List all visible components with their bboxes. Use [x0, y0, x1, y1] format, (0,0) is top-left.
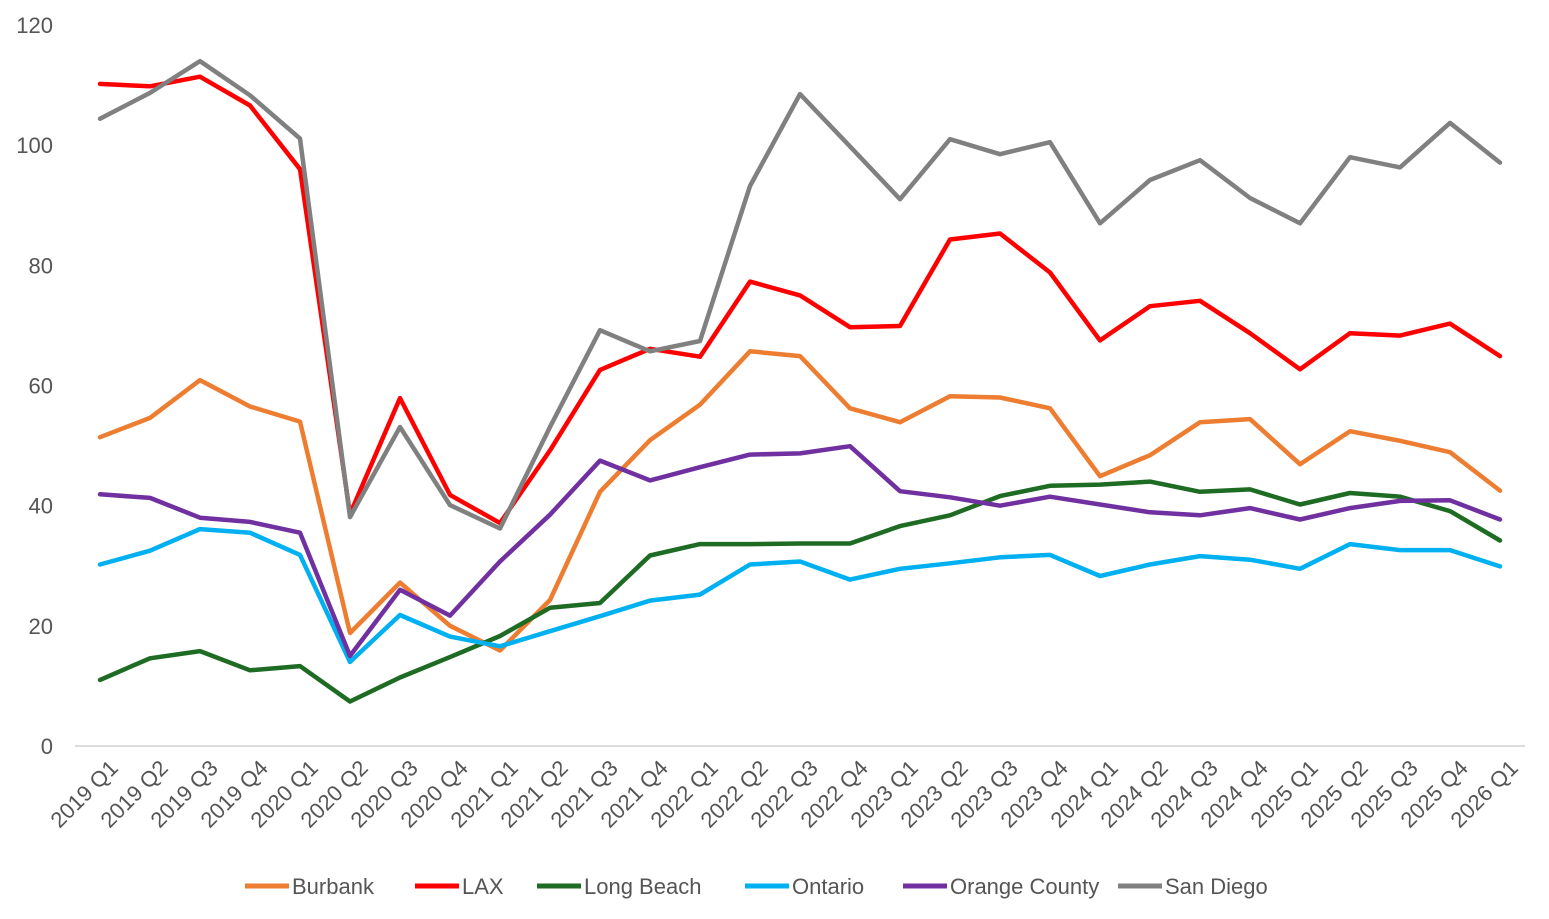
legend-label: Ontario: [792, 874, 864, 899]
legend-label: San Diego: [1165, 874, 1268, 899]
legend-item-orange-county: Orange County: [903, 874, 1099, 899]
legend-item-san-diego: San Diego: [1118, 874, 1268, 899]
legend-item-lax: LAX: [415, 874, 504, 899]
series-lines: [97, 58, 1503, 704]
series-line-san-diego: [97, 58, 1503, 531]
y-tick-label: 120: [16, 13, 53, 38]
y-tick-label: 20: [29, 614, 53, 639]
series-line-long-beach: [97, 479, 1503, 704]
legend: Burbank LAX Long Beach Ontario Orange County…: [245, 874, 1268, 899]
legend-label: LAX: [462, 874, 504, 899]
y-tick-label: 40: [29, 494, 53, 519]
y-tick-label: 60: [29, 374, 53, 399]
legend-label: Burbank: [292, 874, 375, 899]
series-line-burbank: [97, 349, 1503, 653]
y-tick-label: 80: [29, 253, 53, 278]
y-axis-ticks: 0 20 40 60 80 100 120: [16, 13, 53, 759]
y-tick-label: 100: [16, 133, 53, 158]
legend-label: Orange County: [950, 874, 1099, 899]
legend-item-long-beach: Long Beach: [537, 874, 701, 899]
legend-item-burbank: Burbank: [245, 874, 375, 899]
series-line-ontario: [97, 526, 1503, 665]
y-tick-label: 0: [41, 734, 53, 759]
series-line-orange-county: [97, 443, 1503, 659]
legend-label: Long Beach: [584, 874, 701, 899]
legend-item-ontario: Ontario: [745, 874, 864, 899]
